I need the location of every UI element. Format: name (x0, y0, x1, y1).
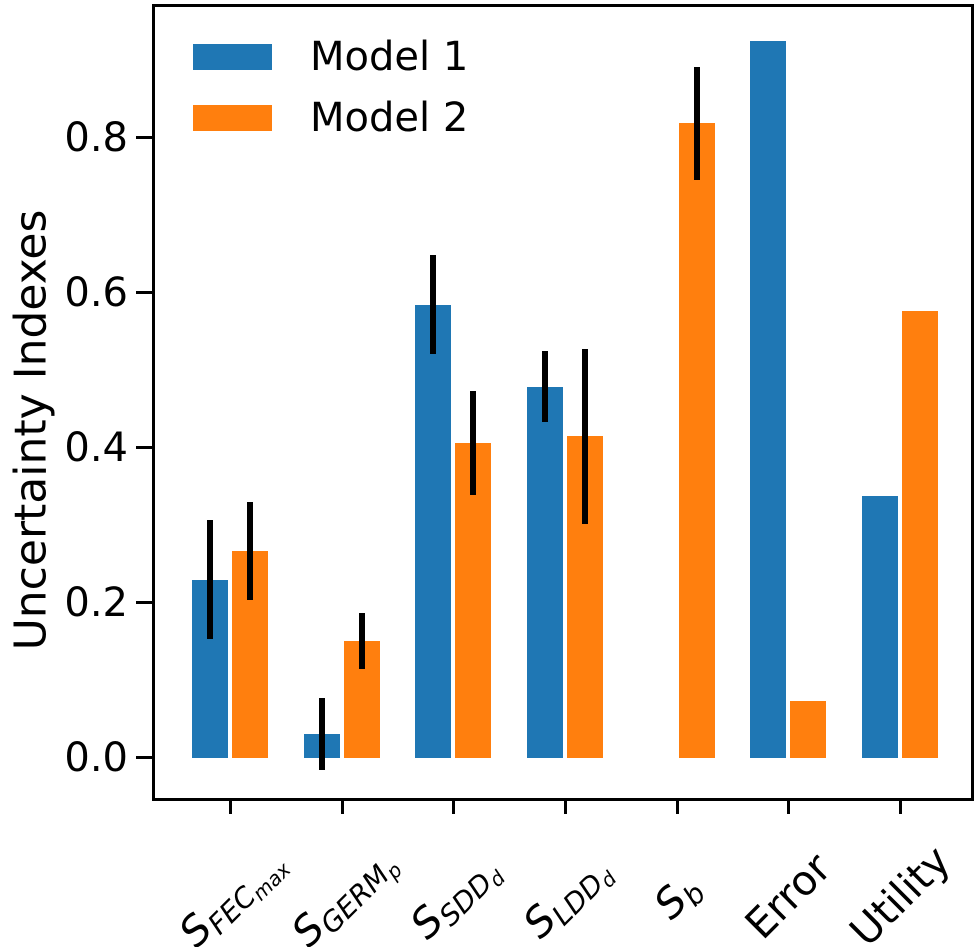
error-bar-S_GERM_p (358, 613, 365, 669)
x-tick-label: Utility (840, 836, 959, 947)
x-tick-label: Error (736, 844, 841, 947)
error-bar-S_GERM_p (318, 698, 325, 770)
legend-label-model-2: Model 2 (310, 95, 469, 141)
error-bar-S_FEC_max (207, 520, 213, 640)
legend-item-model-1: Model 1 (193, 33, 468, 81)
x-tick-label: SGERMp (282, 836, 407, 947)
bar-model-1-Utility (862, 496, 898, 758)
x-axis-tick (340, 800, 344, 814)
bar-model-2-S_SDD_d (455, 443, 492, 758)
bar-model-2-Utility (902, 310, 938, 758)
error-bar-S_SDD_d (430, 255, 437, 355)
y-tick-label: 0.4 (64, 425, 128, 471)
legend-label-model-1: Model 1 (310, 34, 469, 80)
x-axis-tick (899, 800, 902, 814)
legend-swatch-model-2 (193, 105, 272, 131)
bar-model-2-Error (790, 700, 827, 758)
y-axis-tick (136, 136, 153, 139)
x-axis-tick (564, 800, 567, 814)
y-axis-tick (136, 291, 153, 294)
y-axis-label: Uncertainty Indexes (5, 209, 57, 651)
x-tick-label: SSDDd (401, 844, 510, 947)
y-tick-label: 0.0 (64, 735, 128, 781)
error-bar-S_FEC_max (247, 502, 253, 600)
x-axis-tick (229, 800, 232, 814)
bar-model-1-S_LDD_d (527, 386, 563, 758)
y-axis-tick (136, 601, 153, 604)
y-tick-label: 0.2 (64, 580, 128, 626)
error-bar-S_LDD_d (542, 351, 548, 423)
error-bar-S_SDD_d (470, 391, 477, 496)
legend: Model 1 Model 2 (193, 33, 468, 155)
x-tick-label: Sb (644, 864, 712, 928)
bar-model-1-S_SDD_d (415, 304, 452, 758)
x-tick-label: SFECmax (170, 836, 296, 947)
plot-area (152, 4, 974, 801)
bar-model-1-Error (750, 41, 787, 758)
y-axis-tick (136, 756, 153, 759)
y-tick-label: 0.8 (64, 115, 128, 161)
x-tick-label: SLDDd (514, 845, 622, 947)
x-tick-label-part: GERM (313, 858, 396, 941)
bar-model-2-S_b (678, 123, 715, 758)
x-axis-tick (452, 800, 456, 814)
error-bar-S_LDD_d (582, 348, 588, 524)
x-tick-label-part: Error (736, 843, 841, 947)
legend-swatch-model-1 (193, 44, 272, 70)
x-axis-tick (675, 800, 679, 814)
x-tick-label-part: Utility (840, 836, 960, 947)
error-bar-S_b (693, 66, 700, 180)
y-tick-label: 0.6 (64, 270, 128, 316)
y-axis-tick (136, 446, 153, 449)
x-axis-tick (787, 800, 791, 814)
legend-item-model-2: Model 2 (193, 94, 468, 142)
